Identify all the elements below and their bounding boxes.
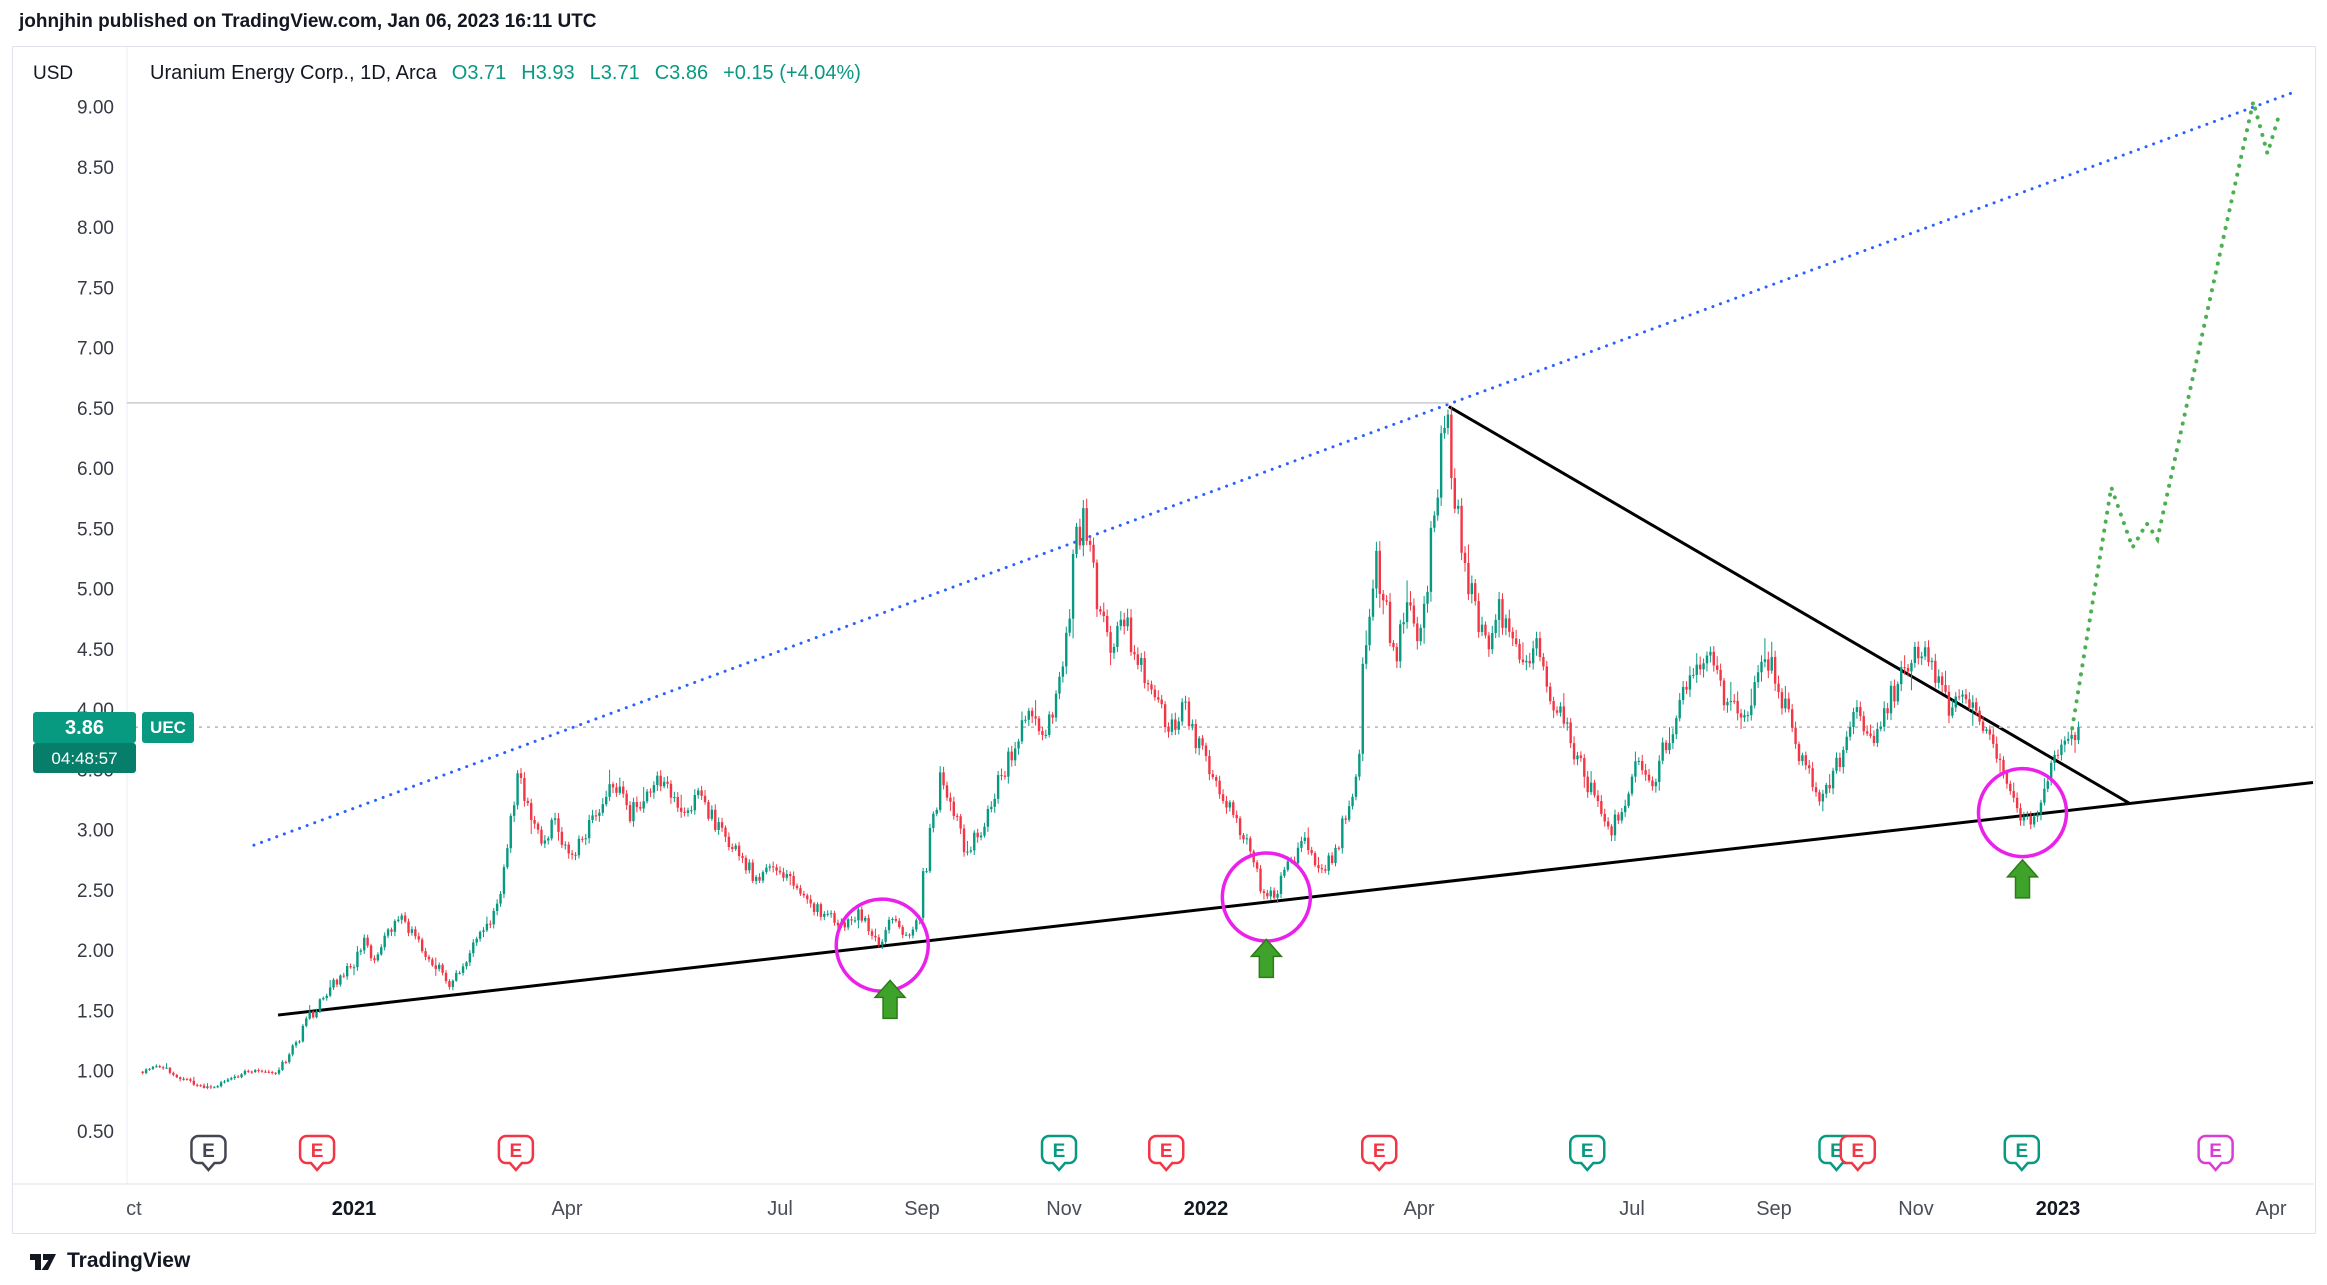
earnings-icon[interactable]: E bbox=[1569, 1134, 1606, 1172]
buy-arrow-icon[interactable] bbox=[2005, 858, 2040, 899]
price-axis[interactable]: 9.00 8.50 8.00 7.50 7.00 6.50 6.00 5.50 5.00 4.50… bbox=[77, 98, 114, 1143]
buy-arrow-icon[interactable] bbox=[1249, 938, 1284, 979]
ohlc-change: +0.15 (+4.04%) bbox=[723, 62, 861, 84]
earnings-icon-letter: E bbox=[1053, 1141, 1066, 1162]
x-axis-label: 2022 bbox=[1184, 1198, 1229, 1220]
earnings-icon[interactable]: E bbox=[1839, 1134, 1877, 1172]
earnings-icon-letter: E bbox=[1581, 1141, 1594, 1162]
earnings-icon-letter: E bbox=[202, 1141, 215, 1162]
y-axis-label: 3.00 bbox=[77, 821, 114, 842]
ohlc-open: O3.71 bbox=[451, 62, 507, 84]
x-axis-label: ct bbox=[126, 1198, 142, 1220]
earnings-icon[interactable]: E bbox=[2197, 1134, 2234, 1172]
x-axis-label: Nov bbox=[1898, 1198, 1934, 1220]
y-axis-label: 6.50 bbox=[77, 399, 114, 420]
x-axis-label: Nov bbox=[1046, 1198, 1082, 1220]
earnings-icon-letter: E bbox=[510, 1141, 523, 1162]
y-axis-label: 4.50 bbox=[77, 640, 114, 661]
y-axis-label: 2.50 bbox=[77, 881, 114, 902]
x-axis-label: 2023 bbox=[2036, 1198, 2081, 1220]
earnings-icon[interactable]: E bbox=[1360, 1134, 1398, 1172]
brand-footer: TradingView bbox=[28, 1246, 190, 1276]
trendline-ascending-support[interactable] bbox=[277, 781, 2314, 1017]
earnings-icon[interactable]: E bbox=[497, 1134, 535, 1172]
y-axis-label: 8.50 bbox=[77, 158, 114, 179]
countdown-value: 04:48:57 bbox=[51, 749, 117, 768]
earnings-icon[interactable]: E bbox=[2003, 1134, 2041, 1172]
current-price-value: 3.86 bbox=[65, 717, 104, 739]
earnings-icon-letter: E bbox=[2209, 1141, 2222, 1162]
y-axis-label: 7.50 bbox=[77, 278, 114, 299]
tradingview-logo-icon bbox=[30, 1254, 56, 1270]
ohlc-close: C3.86 bbox=[654, 62, 709, 84]
x-axis-label: Apr bbox=[1403, 1198, 1434, 1220]
buy-arrow-icon[interactable] bbox=[873, 979, 907, 1020]
brand-name: TradingView bbox=[67, 1249, 191, 1272]
currency-label: USD bbox=[33, 63, 74, 84]
current-price-badge bbox=[33, 712, 136, 743]
symbol-badge bbox=[142, 712, 194, 743]
y-axis-label: 9.00 bbox=[77, 98, 114, 119]
x-axis-label: Jul bbox=[767, 1198, 793, 1220]
earnings-icon[interactable]: E bbox=[190, 1134, 227, 1172]
symbol-badge-label: UEC bbox=[150, 718, 186, 737]
x-axis-label: Sep bbox=[904, 1198, 940, 1220]
symbol-legend: Uranium Energy Corp., 1D, Arca O3.71 H3.… bbox=[150, 62, 861, 85]
earnings-icon[interactable]: E bbox=[298, 1134, 336, 1172]
trendline-descending-resistance[interactable] bbox=[1448, 405, 2130, 805]
earnings-icon-letter: E bbox=[1160, 1141, 1173, 1162]
earnings-icon-letter: E bbox=[2015, 1141, 2028, 1162]
candles-layer bbox=[141, 405, 2080, 1090]
x-axis-label: Apr bbox=[551, 1198, 582, 1220]
y-axis-label: 1.00 bbox=[77, 1062, 114, 1083]
y-axis-label: 8.00 bbox=[77, 218, 114, 239]
earnings-icon-letter: E bbox=[311, 1141, 324, 1162]
ohlc-low: L3.71 bbox=[589, 62, 640, 84]
x-axis-label: Jul bbox=[1619, 1198, 1645, 1220]
y-axis-label: 6.00 bbox=[77, 459, 114, 480]
current-price-label: 3.86 04:48:57 UEC bbox=[33, 712, 194, 773]
y-axis-label: 7.00 bbox=[77, 339, 114, 360]
countdown-badge bbox=[33, 743, 136, 773]
x-axis-label: 2021 bbox=[332, 1198, 377, 1220]
ohlc-high: H3.93 bbox=[521, 62, 575, 84]
x-axis-label: Apr bbox=[2255, 1198, 2286, 1220]
y-axis-label: 0.50 bbox=[77, 1122, 114, 1143]
projection-path[interactable] bbox=[2070, 101, 2282, 731]
trendline-upper-channel[interactable] bbox=[252, 91, 2293, 847]
earnings-icon[interactable]: E bbox=[1147, 1134, 1185, 1172]
y-axis-label: 1.50 bbox=[77, 1001, 114, 1022]
y-axis-label: 5.00 bbox=[77, 580, 114, 601]
symbol-title: Uranium Energy Corp., 1D, Arca bbox=[150, 62, 437, 84]
time-axis[interactable]: ct 2021 Apr Jul Sep Nov 2022 Apr Jul Sep Nov 2023 Ap… bbox=[126, 1198, 2287, 1220]
y-axis-label: 2.00 bbox=[77, 941, 114, 962]
earnings-icon-letter: E bbox=[1851, 1141, 1864, 1162]
signal-circle[interactable] bbox=[1220, 851, 1313, 943]
published-header: johnjhin published on TradingView.com, J… bbox=[19, 11, 597, 32]
signal-circle[interactable] bbox=[1976, 766, 2069, 859]
earnings-icon[interactable]: E bbox=[1040, 1134, 1078, 1172]
x-axis-label: Sep bbox=[1756, 1198, 1792, 1220]
y-axis-label: 5.50 bbox=[77, 519, 114, 540]
earnings-icon-letter: E bbox=[1373, 1141, 1386, 1162]
